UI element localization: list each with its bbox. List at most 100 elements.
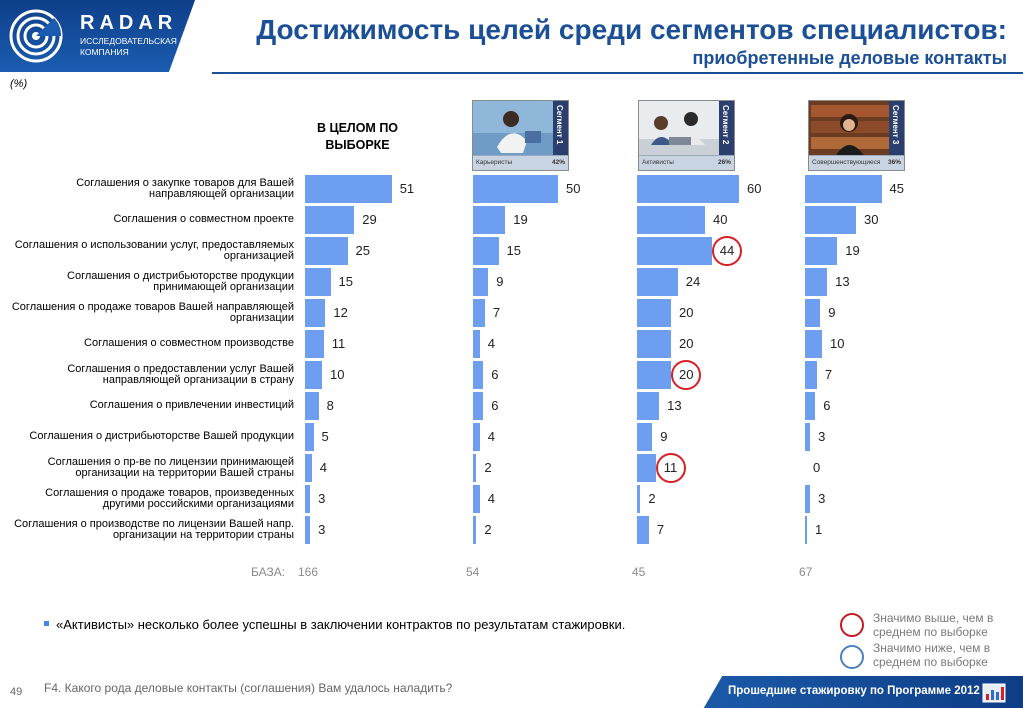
bar xyxy=(473,361,484,389)
segment-2-name: Активисты xyxy=(642,159,674,166)
bar xyxy=(305,299,326,327)
bar-value-label: 12 xyxy=(333,305,348,320)
legend-higher-text: Значимо выше, чем в среднем по выборке xyxy=(873,611,994,639)
segment-card-1: Сегмент 1 Карьеристы 42% xyxy=(472,100,569,171)
insight-note: «Активисты» несколько более успешны в за… xyxy=(56,617,626,632)
bar-value-label: 51 xyxy=(399,181,415,196)
bar xyxy=(805,485,811,513)
bar-value-label: 7 xyxy=(492,305,501,320)
bar xyxy=(805,299,821,327)
bar xyxy=(473,392,484,420)
bar-value-label: 6 xyxy=(491,367,499,382)
base-label: БАЗА: xyxy=(251,565,286,579)
bar xyxy=(637,423,653,451)
unit-note: (%) xyxy=(10,78,28,90)
category-label: Соглашения о предоставлении услуг Вашей … xyxy=(67,362,294,386)
bar-value-label: 20 xyxy=(679,305,694,320)
bar xyxy=(805,392,816,420)
bar xyxy=(637,330,671,358)
bar-value-label: 3 xyxy=(318,522,326,537)
footer-band: Прошедшие стажировку по Программе 2012 xyxy=(693,676,1023,708)
category-label: Соглашения о пр-ве по лицензии принимающ… xyxy=(47,455,294,479)
brand-sub-line2: КОМПАНИЯ xyxy=(80,47,129,57)
overall-column-header: В ЦЕЛОМ ПО ВЫБОРКЕ xyxy=(316,121,399,152)
segment-1-share: 42% xyxy=(551,159,565,166)
bar xyxy=(637,485,641,513)
bar-value-label: 7 xyxy=(824,367,833,382)
bar xyxy=(805,268,828,296)
bar-value-label: 15 xyxy=(506,243,521,258)
segment-3-share: 36% xyxy=(887,159,901,166)
bar xyxy=(637,175,739,203)
bar-value-label: 40 xyxy=(713,212,728,227)
bar-value-label: 30 xyxy=(864,212,879,227)
bar-value-label: 4 xyxy=(319,460,328,475)
category-label: Соглашения о дистрибьюторстве продукции … xyxy=(67,269,294,293)
segment-card-2: Сегмент 2 Активисты 26% xyxy=(638,100,735,171)
page-title: Достижимость целей среди сегментов специ… xyxy=(256,14,1007,45)
bar-value-label: 2 xyxy=(648,491,656,506)
bar-value-label: 2 xyxy=(484,522,492,537)
bar-value-label: 9 xyxy=(496,274,504,289)
bar-value-label: 15 xyxy=(338,274,353,289)
segment-card-3: Сегмент 3 Совершенствующиеся 36% xyxy=(808,100,905,171)
bar-value-label: 29 xyxy=(362,212,377,227)
bar-value-label: 13 xyxy=(667,398,682,413)
bar-value-label: 9 xyxy=(828,305,836,320)
bar xyxy=(305,423,314,451)
bar-value-label: 7 xyxy=(656,522,665,537)
bar-value-label: 4 xyxy=(487,336,496,351)
bar-value-label: 45 xyxy=(889,181,904,196)
bar-value-label: 4 xyxy=(487,429,496,444)
bar-value-label: 6 xyxy=(823,398,831,413)
category-label: Соглашения о привлечении инвестиций xyxy=(89,399,294,411)
category-label: Соглашения о продаже товаров Вашей напра… xyxy=(11,300,294,324)
bar-value-label: 11 xyxy=(331,336,346,351)
bar xyxy=(473,299,485,327)
segment-2-photo-icon xyxy=(639,101,721,157)
bar xyxy=(305,392,319,420)
bar-value-label: 4 xyxy=(487,491,496,506)
bar xyxy=(805,175,882,203)
brand-logo: RADAR ИССЛЕДОВАТЕЛЬСКАЯ КОМПАНИЯ xyxy=(0,0,212,72)
bar xyxy=(305,330,324,358)
page-number: 49 xyxy=(10,686,23,698)
bar-value-label: 24 xyxy=(685,274,701,289)
page-subtitle: приобретенные деловые контакты xyxy=(692,48,1007,68)
bar-value-label: 3 xyxy=(818,491,826,506)
bar xyxy=(637,299,671,327)
bar xyxy=(637,361,671,389)
bar xyxy=(305,516,311,544)
bar-value-label: 9 xyxy=(660,429,668,444)
bar-value-label: 8 xyxy=(326,398,334,413)
bar xyxy=(473,268,489,296)
bar-value-label: 50 xyxy=(566,181,581,196)
segment-1-photo-icon xyxy=(473,101,555,157)
bar xyxy=(305,454,312,482)
base-value: 45 xyxy=(632,565,646,579)
legend-lower-circle-icon xyxy=(840,645,864,669)
bar xyxy=(305,485,311,513)
bar xyxy=(473,516,477,544)
bar xyxy=(473,206,506,234)
bar xyxy=(305,206,355,234)
bar xyxy=(305,237,348,265)
bar xyxy=(473,485,480,513)
note-bullet-icon xyxy=(44,621,49,626)
brand-name: RADAR xyxy=(80,12,178,34)
segment-3-photo-icon xyxy=(809,101,891,157)
bar xyxy=(805,423,811,451)
category-label: Соглашения о использовании услуг, предос… xyxy=(14,238,294,262)
bar xyxy=(637,392,660,420)
legend-higher-circle-icon xyxy=(840,613,864,637)
bar-value-label: 2 xyxy=(484,460,492,475)
segment-3-name: Совершенствующиеся xyxy=(812,159,881,166)
bar-value-label: 19 xyxy=(845,243,860,258)
bar xyxy=(805,237,838,265)
bar xyxy=(473,330,480,358)
segment-2-tag: Сегмент 2 xyxy=(721,105,730,145)
title-divider xyxy=(212,72,1023,74)
bar xyxy=(305,175,392,203)
program-label: Прошедшие стажировку по Программе 2012 xyxy=(728,685,980,697)
category-label: Соглашения о дистрибьюторстве Вашей прод… xyxy=(29,430,294,442)
